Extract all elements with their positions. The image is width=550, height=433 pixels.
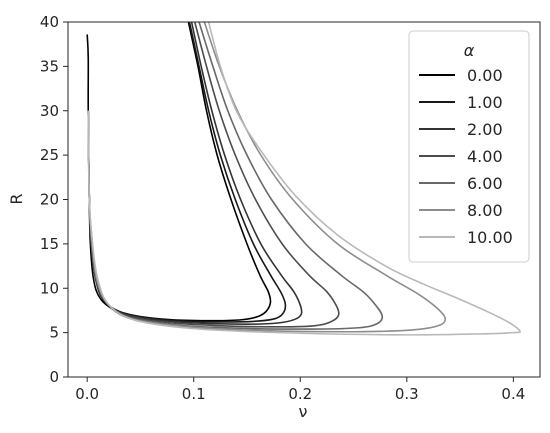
x-tick-label: 0.4 (501, 385, 525, 403)
x-tick-label: 0.2 (288, 385, 312, 403)
series-line-6.00 (87, 22, 384, 330)
y-axis: 0 5 10 15 20 25 30 35 40 (40, 13, 68, 386)
y-tick-label: 5 (49, 324, 59, 342)
series-line-10.00 (87, 22, 521, 336)
series-line-2.00 (87, 22, 303, 325)
y-tick-label: 10 (40, 279, 59, 297)
series-line-4.00 (87, 22, 340, 328)
legend-label: 2.00 (467, 120, 503, 139)
y-tick-label: 25 (40, 146, 59, 164)
y-axis-label: R (7, 193, 26, 204)
legend-box (408, 30, 530, 263)
y-tick-label: 15 (40, 235, 59, 253)
y-tick-label: 35 (40, 57, 59, 75)
x-tick-label: 0.3 (395, 385, 419, 403)
legend: α 0.00 1.00 2.00 4.00 6.00 8.00 10.00 (408, 30, 530, 263)
x-axis-label: ν (299, 402, 308, 421)
series-line-0.00 (86, 22, 272, 322)
x-tick-label: 0.0 (75, 385, 99, 403)
series-lines (86, 22, 521, 336)
legend-label: 8.00 (467, 201, 503, 220)
x-axis: 0.0 0.1 0.2 0.3 0.4 (75, 377, 525, 403)
y-tick-label: 20 (40, 191, 59, 209)
y-tick-label: 0 (49, 368, 59, 386)
legend-label: 6.00 (467, 174, 503, 193)
legend-title: α (464, 41, 475, 60)
legend-label: 4.00 (467, 147, 503, 166)
legend-label: 0.00 (467, 66, 503, 85)
y-tick-label: 40 (40, 13, 59, 31)
legend-label: 1.00 (467, 93, 503, 112)
x-tick-label: 0.1 (182, 385, 206, 403)
legend-label: 10.00 (467, 228, 513, 247)
legend-items: 0.00 1.00 2.00 4.00 6.00 8.00 10.00 (419, 66, 513, 247)
y-tick-label: 30 (40, 102, 59, 120)
series-line-8.00 (87, 22, 447, 333)
